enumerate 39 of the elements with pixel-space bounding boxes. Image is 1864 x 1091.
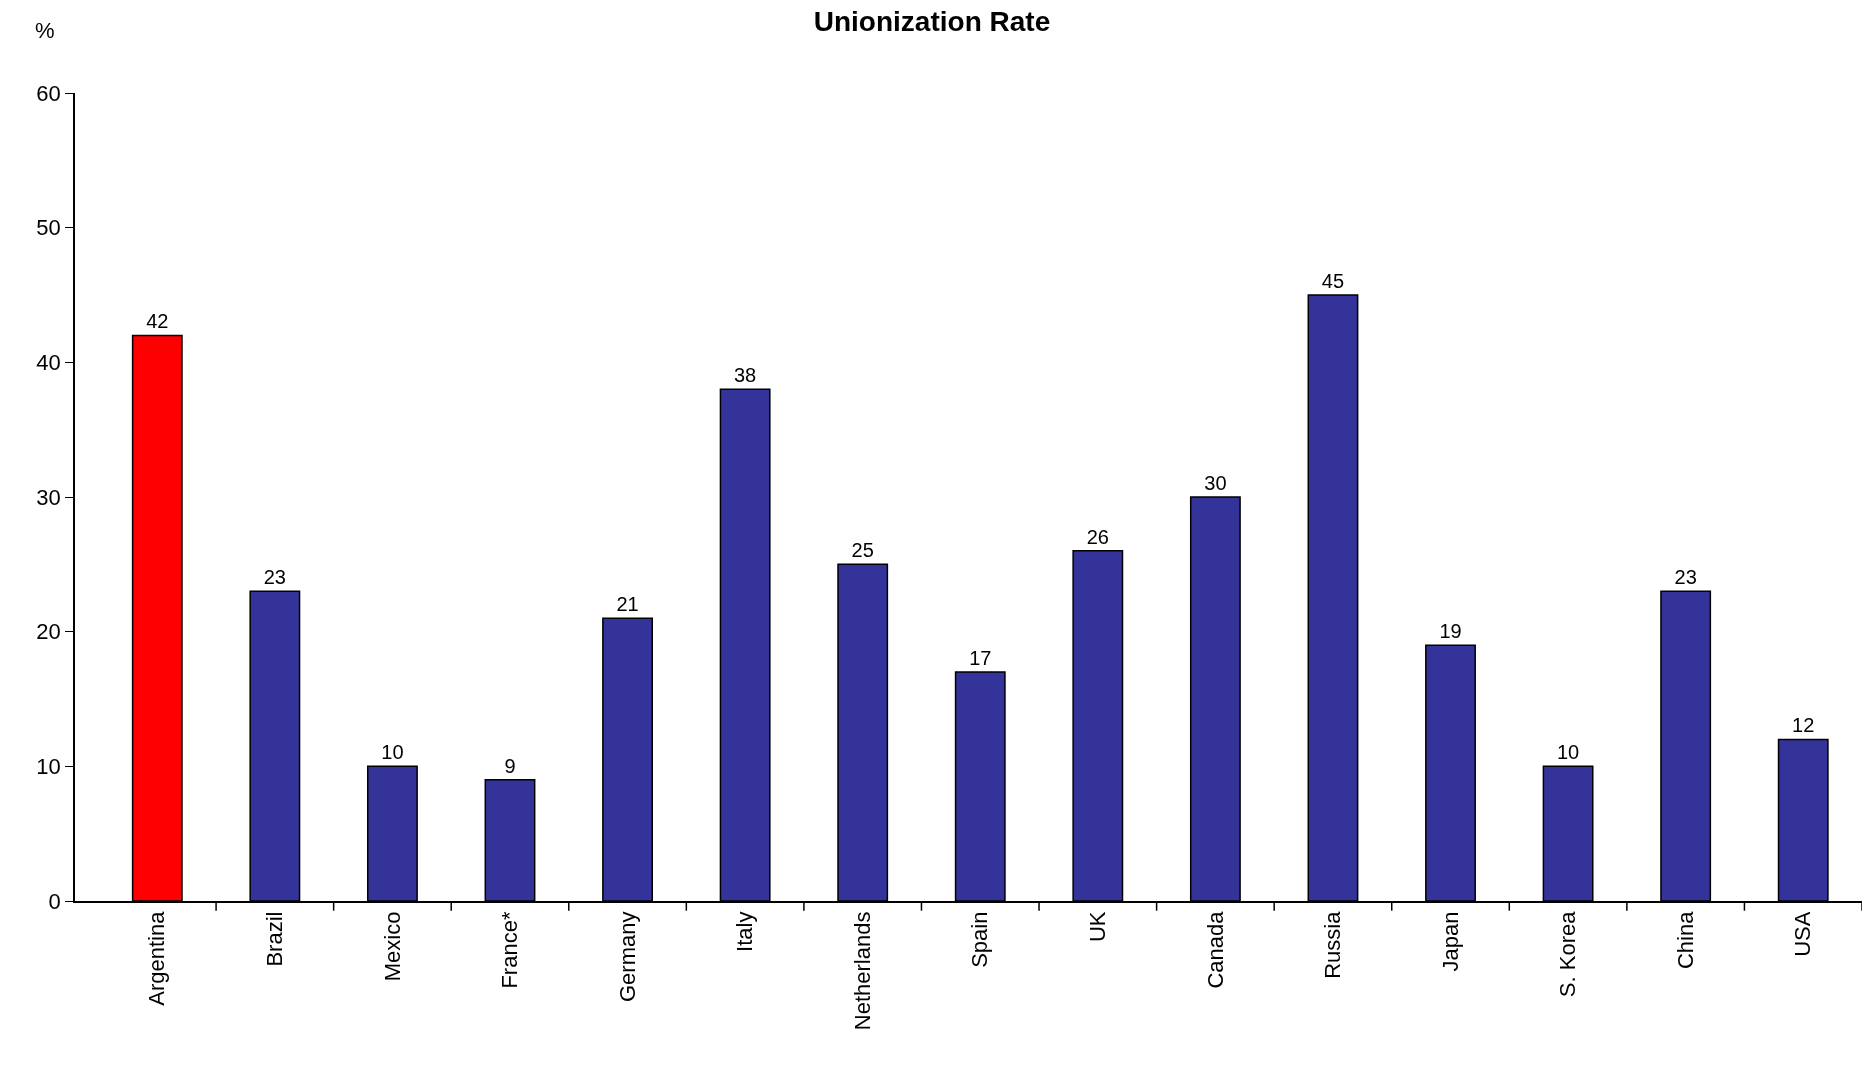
x-tick-label: Germany [614, 911, 640, 1003]
y-tick-label: 60 [36, 80, 61, 106]
data-label: 17 [969, 647, 992, 670]
data-label: 21 [616, 593, 639, 616]
x-tick-label: Canada [1202, 910, 1228, 989]
x-tick-label: China [1672, 910, 1698, 970]
x-tick-label: Japan [1437, 911, 1463, 972]
x-tick-label: Italy [732, 911, 758, 952]
data-label: 10 [381, 741, 404, 764]
x-tick-label: Mexico [379, 911, 405, 982]
data-label: 9 [504, 754, 516, 777]
y-tick-label: 10 [36, 754, 61, 780]
y-tick-label: 20 [36, 619, 61, 645]
y-tick-label: 40 [36, 350, 61, 376]
data-label: 42 [146, 310, 169, 333]
data-label: 23 [1674, 566, 1697, 589]
data-label: 19 [1439, 620, 1462, 643]
x-tick-label: Argentina [144, 910, 170, 1006]
y-tick-label: 50 [36, 215, 61, 241]
data-label: 10 [1556, 741, 1580, 764]
x-tick-label: UK [1084, 911, 1110, 943]
y-tick-label: 30 [36, 484, 61, 510]
data-label: 30 [1204, 472, 1227, 494]
x-tick-label: Netherlands [849, 911, 875, 1031]
data-label: 45 [1321, 270, 1345, 292]
y-axis-title: % [35, 18, 55, 43]
x-tick-label: Russia [1320, 910, 1346, 979]
data-label: 25 [851, 539, 874, 562]
x-tick-label: USA [1790, 911, 1816, 957]
x-tick-label: France* [497, 911, 523, 989]
x-tick-label: Brazil [262, 911, 288, 967]
data-label: 38 [734, 364, 757, 387]
data-label: 12 [1792, 714, 1815, 737]
chart-title: Unionization Rate [813, 5, 1051, 37]
x-tick-label: Spain [967, 911, 993, 968]
y-tick-label: 0 [48, 888, 61, 914]
data-label: 23 [263, 566, 286, 589]
data-label: 26 [1086, 525, 1109, 548]
x-tick-label: S. Korea [1555, 910, 1581, 998]
